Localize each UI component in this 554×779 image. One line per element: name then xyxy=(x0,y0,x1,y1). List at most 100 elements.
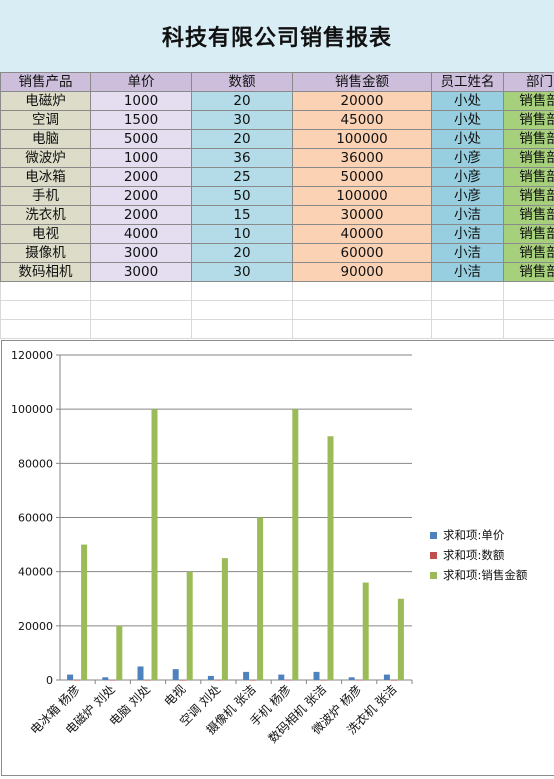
cell-department[interactable]: 销售部 xyxy=(504,92,554,111)
cell-sales-amount[interactable]: 60000 xyxy=(293,244,432,263)
cell-unit-price[interactable]: 3000 xyxy=(91,244,192,263)
cell-sales-amount[interactable]: 45000 xyxy=(293,111,432,130)
empty-cell[interactable] xyxy=(192,301,293,320)
cell-sales-amount[interactable]: 50000 xyxy=(293,168,432,187)
cell-employee[interactable]: 小彦 xyxy=(432,168,504,187)
cell-product[interactable]: 电脑 xyxy=(1,130,91,149)
cell-department[interactable]: 销售部 xyxy=(504,244,554,263)
empty-cell[interactable] xyxy=(293,320,432,339)
header-quantity[interactable]: 数额 xyxy=(192,73,293,92)
cell-department[interactable]: 销售部 xyxy=(504,206,554,225)
cell-employee[interactable]: 小处 xyxy=(432,111,504,130)
cell-unit-price[interactable]: 2000 xyxy=(91,168,192,187)
header-sales-amount[interactable]: 销售金额 xyxy=(293,73,432,92)
bar-price[interactable] xyxy=(278,675,284,680)
bar-qty[interactable] xyxy=(356,680,362,681)
cell-product[interactable]: 电冰箱 xyxy=(1,168,91,187)
cell-department[interactable]: 销售部 xyxy=(504,263,554,282)
bar-price[interactable] xyxy=(173,669,179,680)
cell-product[interactable]: 洗衣机 xyxy=(1,206,91,225)
empty-cell[interactable] xyxy=(1,320,91,339)
bar-price[interactable] xyxy=(384,675,390,680)
empty-cell[interactable] xyxy=(432,320,504,339)
bar-amount[interactable] xyxy=(222,558,228,680)
cell-department[interactable]: 销售部 xyxy=(504,187,554,206)
cell-unit-price[interactable]: 4000 xyxy=(91,225,192,244)
cell-product[interactable]: 电磁炉 xyxy=(1,92,91,111)
cell-sales-amount[interactable]: 40000 xyxy=(293,225,432,244)
empty-cell[interactable] xyxy=(293,282,432,301)
cell-unit-price[interactable]: 2000 xyxy=(91,187,192,206)
cell-sales-amount[interactable]: 100000 xyxy=(293,130,432,149)
bar-qty[interactable] xyxy=(285,680,291,681)
empty-cell[interactable] xyxy=(192,282,293,301)
cell-product[interactable]: 数码相机 xyxy=(1,263,91,282)
bar-qty[interactable] xyxy=(321,680,327,681)
bar-price[interactable] xyxy=(243,672,249,680)
header-unit-price[interactable]: 单价 xyxy=(91,73,192,92)
cell-quantity[interactable]: 20 xyxy=(192,244,293,263)
cell-quantity[interactable]: 10 xyxy=(192,225,293,244)
cell-sales-amount[interactable]: 30000 xyxy=(293,206,432,225)
bar-price[interactable] xyxy=(208,676,214,680)
cell-quantity[interactable]: 20 xyxy=(192,92,293,111)
cell-product[interactable]: 摄像机 xyxy=(1,244,91,263)
cell-department[interactable]: 销售部 xyxy=(504,149,554,168)
bar-price[interactable] xyxy=(138,666,144,680)
cell-unit-price[interactable]: 1500 xyxy=(91,111,192,130)
bar-amount[interactable] xyxy=(398,599,404,680)
bar-qty[interactable] xyxy=(250,680,256,681)
header-department[interactable]: 部门 xyxy=(504,73,554,92)
cell-sales-amount[interactable]: 20000 xyxy=(293,92,432,111)
cell-quantity[interactable]: 50 xyxy=(192,187,293,206)
cell-unit-price[interactable]: 1000 xyxy=(91,149,192,168)
bar-amount[interactable] xyxy=(328,436,334,680)
cell-employee[interactable]: 小彦 xyxy=(432,149,504,168)
bar-price[interactable] xyxy=(102,677,108,680)
cell-employee[interactable]: 小洁 xyxy=(432,263,504,282)
cell-product[interactable]: 微波炉 xyxy=(1,149,91,168)
empty-cell[interactable] xyxy=(504,301,554,320)
empty-cell[interactable] xyxy=(192,320,293,339)
cell-unit-price[interactable]: 1000 xyxy=(91,92,192,111)
bar-amount[interactable] xyxy=(257,518,263,681)
cell-department[interactable]: 销售部 xyxy=(504,168,554,187)
bar-amount[interactable] xyxy=(116,626,122,680)
header-product[interactable]: 销售产品 xyxy=(1,73,91,92)
cell-quantity[interactable]: 30 xyxy=(192,111,293,130)
cell-product[interactable]: 手机 xyxy=(1,187,91,206)
cell-employee[interactable]: 小洁 xyxy=(432,225,504,244)
cell-employee[interactable]: 小处 xyxy=(432,92,504,111)
cell-department[interactable]: 销售部 xyxy=(504,130,554,149)
cell-employee[interactable]: 小彦 xyxy=(432,187,504,206)
bar-price[interactable] xyxy=(314,672,320,680)
bar-qty[interactable] xyxy=(145,680,151,681)
bar-amount[interactable] xyxy=(292,409,298,680)
bar-qty[interactable] xyxy=(109,680,115,681)
bar-price[interactable] xyxy=(67,675,73,680)
empty-cell[interactable] xyxy=(1,282,91,301)
empty-cell[interactable] xyxy=(504,320,554,339)
cell-unit-price[interactable]: 2000 xyxy=(91,206,192,225)
cell-quantity[interactable]: 30 xyxy=(192,263,293,282)
cell-quantity[interactable]: 20 xyxy=(192,130,293,149)
empty-cell[interactable] xyxy=(1,301,91,320)
cell-unit-price[interactable]: 5000 xyxy=(91,130,192,149)
bar-qty[interactable] xyxy=(74,680,80,681)
bar-price[interactable] xyxy=(349,677,355,680)
bar-amount[interactable] xyxy=(187,572,193,680)
cell-department[interactable]: 销售部 xyxy=(504,225,554,244)
cell-sales-amount[interactable]: 100000 xyxy=(293,187,432,206)
cell-employee[interactable]: 小洁 xyxy=(432,206,504,225)
empty-cell[interactable] xyxy=(432,282,504,301)
empty-cell[interactable] xyxy=(91,282,192,301)
cell-quantity[interactable]: 25 xyxy=(192,168,293,187)
empty-cell[interactable] xyxy=(91,320,192,339)
bar-qty[interactable] xyxy=(391,680,397,681)
empty-cell[interactable] xyxy=(91,301,192,320)
cell-department[interactable]: 销售部 xyxy=(504,111,554,130)
bar-amount[interactable] xyxy=(152,409,158,680)
cell-unit-price[interactable]: 3000 xyxy=(91,263,192,282)
bar-amount[interactable] xyxy=(81,545,87,680)
